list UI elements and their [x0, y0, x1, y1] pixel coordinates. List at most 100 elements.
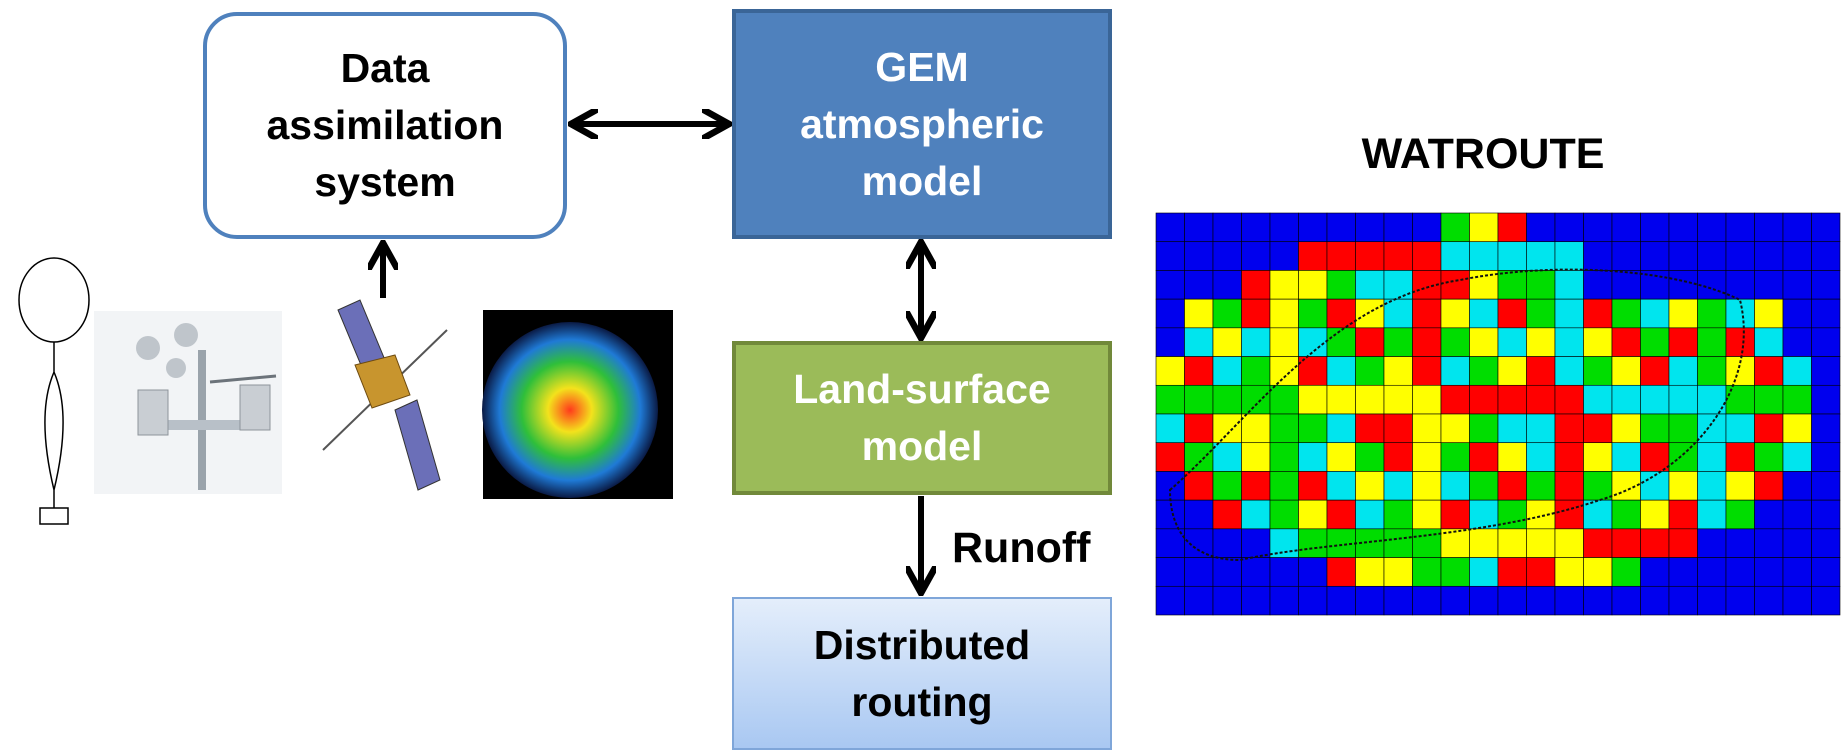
- map-cell: [1213, 357, 1242, 386]
- map-cell: [1242, 500, 1271, 529]
- map-cell: [1498, 443, 1527, 472]
- map-cell: [1584, 471, 1613, 500]
- map-cell: [1726, 443, 1755, 472]
- map-cell: [1270, 213, 1299, 242]
- map-cell: [1299, 586, 1328, 615]
- map-cell: [1156, 213, 1185, 242]
- map-cell: [1641, 443, 1670, 472]
- map-cell: [1327, 357, 1356, 386]
- map-cell: [1242, 213, 1271, 242]
- map-cell: [1641, 385, 1670, 414]
- map-cell: [1213, 385, 1242, 414]
- map-cell: [1669, 558, 1698, 587]
- map-cell: [1527, 443, 1556, 472]
- map-cell: [1669, 414, 1698, 443]
- map-cell: [1527, 328, 1556, 357]
- map-cell: [1612, 357, 1641, 386]
- map-cell: [1213, 299, 1242, 328]
- map-cell: [1384, 586, 1413, 615]
- map-cell: [1441, 385, 1470, 414]
- map-cell: [1755, 414, 1784, 443]
- map-cell: [1213, 213, 1242, 242]
- map-cell: [1470, 328, 1499, 357]
- map-cell: [1185, 529, 1214, 558]
- map-cell: [1470, 357, 1499, 386]
- map-cell: [1612, 414, 1641, 443]
- map-cell: [1527, 242, 1556, 271]
- map-cell: [1270, 270, 1299, 299]
- map-cell: [1299, 443, 1328, 472]
- map-cell: [1470, 500, 1499, 529]
- map-cell: [1498, 471, 1527, 500]
- map-cell: [1470, 385, 1499, 414]
- map-cell: [1584, 586, 1613, 615]
- map-cell: [1698, 558, 1727, 587]
- map-cell: [1270, 558, 1299, 587]
- map-cell: [1669, 500, 1698, 529]
- map-cell: [1783, 328, 1812, 357]
- map-cell: [1156, 586, 1185, 615]
- map-cell: [1783, 385, 1812, 414]
- map-cell: [1242, 443, 1271, 472]
- map-title: WATROUTE: [1362, 130, 1605, 179]
- node-label: Land-surface: [793, 361, 1050, 418]
- map-cell: [1242, 414, 1271, 443]
- map-cell: [1327, 558, 1356, 587]
- map-cell: [1156, 270, 1185, 299]
- map-cell: [1584, 328, 1613, 357]
- map-cell: [1726, 270, 1755, 299]
- map-cell: [1270, 586, 1299, 615]
- map-cell: [1726, 242, 1755, 271]
- map-cell: [1527, 357, 1556, 386]
- map-cell: [1726, 529, 1755, 558]
- map-cell: [1783, 357, 1812, 386]
- map-cell: [1299, 500, 1328, 529]
- map-cell: [1470, 213, 1499, 242]
- map-cell: [1384, 213, 1413, 242]
- map-cell: [1156, 385, 1185, 414]
- map-cell: [1555, 328, 1584, 357]
- map-cell: [1356, 242, 1385, 271]
- map-cell: [1812, 471, 1841, 500]
- map-cell: [1783, 443, 1812, 472]
- map-cell: [1470, 242, 1499, 271]
- map-cell: [1213, 328, 1242, 357]
- map-cell: [1783, 270, 1812, 299]
- map-cell: [1783, 242, 1812, 271]
- map-cell: [1242, 328, 1271, 357]
- map-cell: [1498, 242, 1527, 271]
- map-cell: [1669, 529, 1698, 558]
- map-cell: [1726, 213, 1755, 242]
- map-cell: [1156, 299, 1185, 328]
- map-cell: [1612, 213, 1641, 242]
- map-cell: [1584, 414, 1613, 443]
- map-cell: [1755, 500, 1784, 529]
- map-cell: [1698, 299, 1727, 328]
- map-cell: [1327, 443, 1356, 472]
- map-cell: [1156, 558, 1185, 587]
- map-cell: [1441, 242, 1470, 271]
- map-cell: [1413, 357, 1442, 386]
- map-cell: [1527, 500, 1556, 529]
- map-cell: [1441, 558, 1470, 587]
- map-cell: [1384, 529, 1413, 558]
- map-cell: [1185, 500, 1214, 529]
- map-cell: [1384, 558, 1413, 587]
- map-cell: [1669, 328, 1698, 357]
- map-cell: [1555, 299, 1584, 328]
- map-cell: [1441, 443, 1470, 472]
- map-cell: [1356, 213, 1385, 242]
- map-cell: [1527, 414, 1556, 443]
- map-cell: [1498, 414, 1527, 443]
- map-cell: [1185, 357, 1214, 386]
- map-cell: [1413, 213, 1442, 242]
- map-cell: [1726, 471, 1755, 500]
- map-cell: [1356, 500, 1385, 529]
- map-cell: [1669, 471, 1698, 500]
- map-cell: [1327, 328, 1356, 357]
- map-cell: [1698, 213, 1727, 242]
- map-cell: [1783, 414, 1812, 443]
- map-cell: [1441, 414, 1470, 443]
- map-cell: [1384, 414, 1413, 443]
- weather-station-icon: [94, 311, 282, 494]
